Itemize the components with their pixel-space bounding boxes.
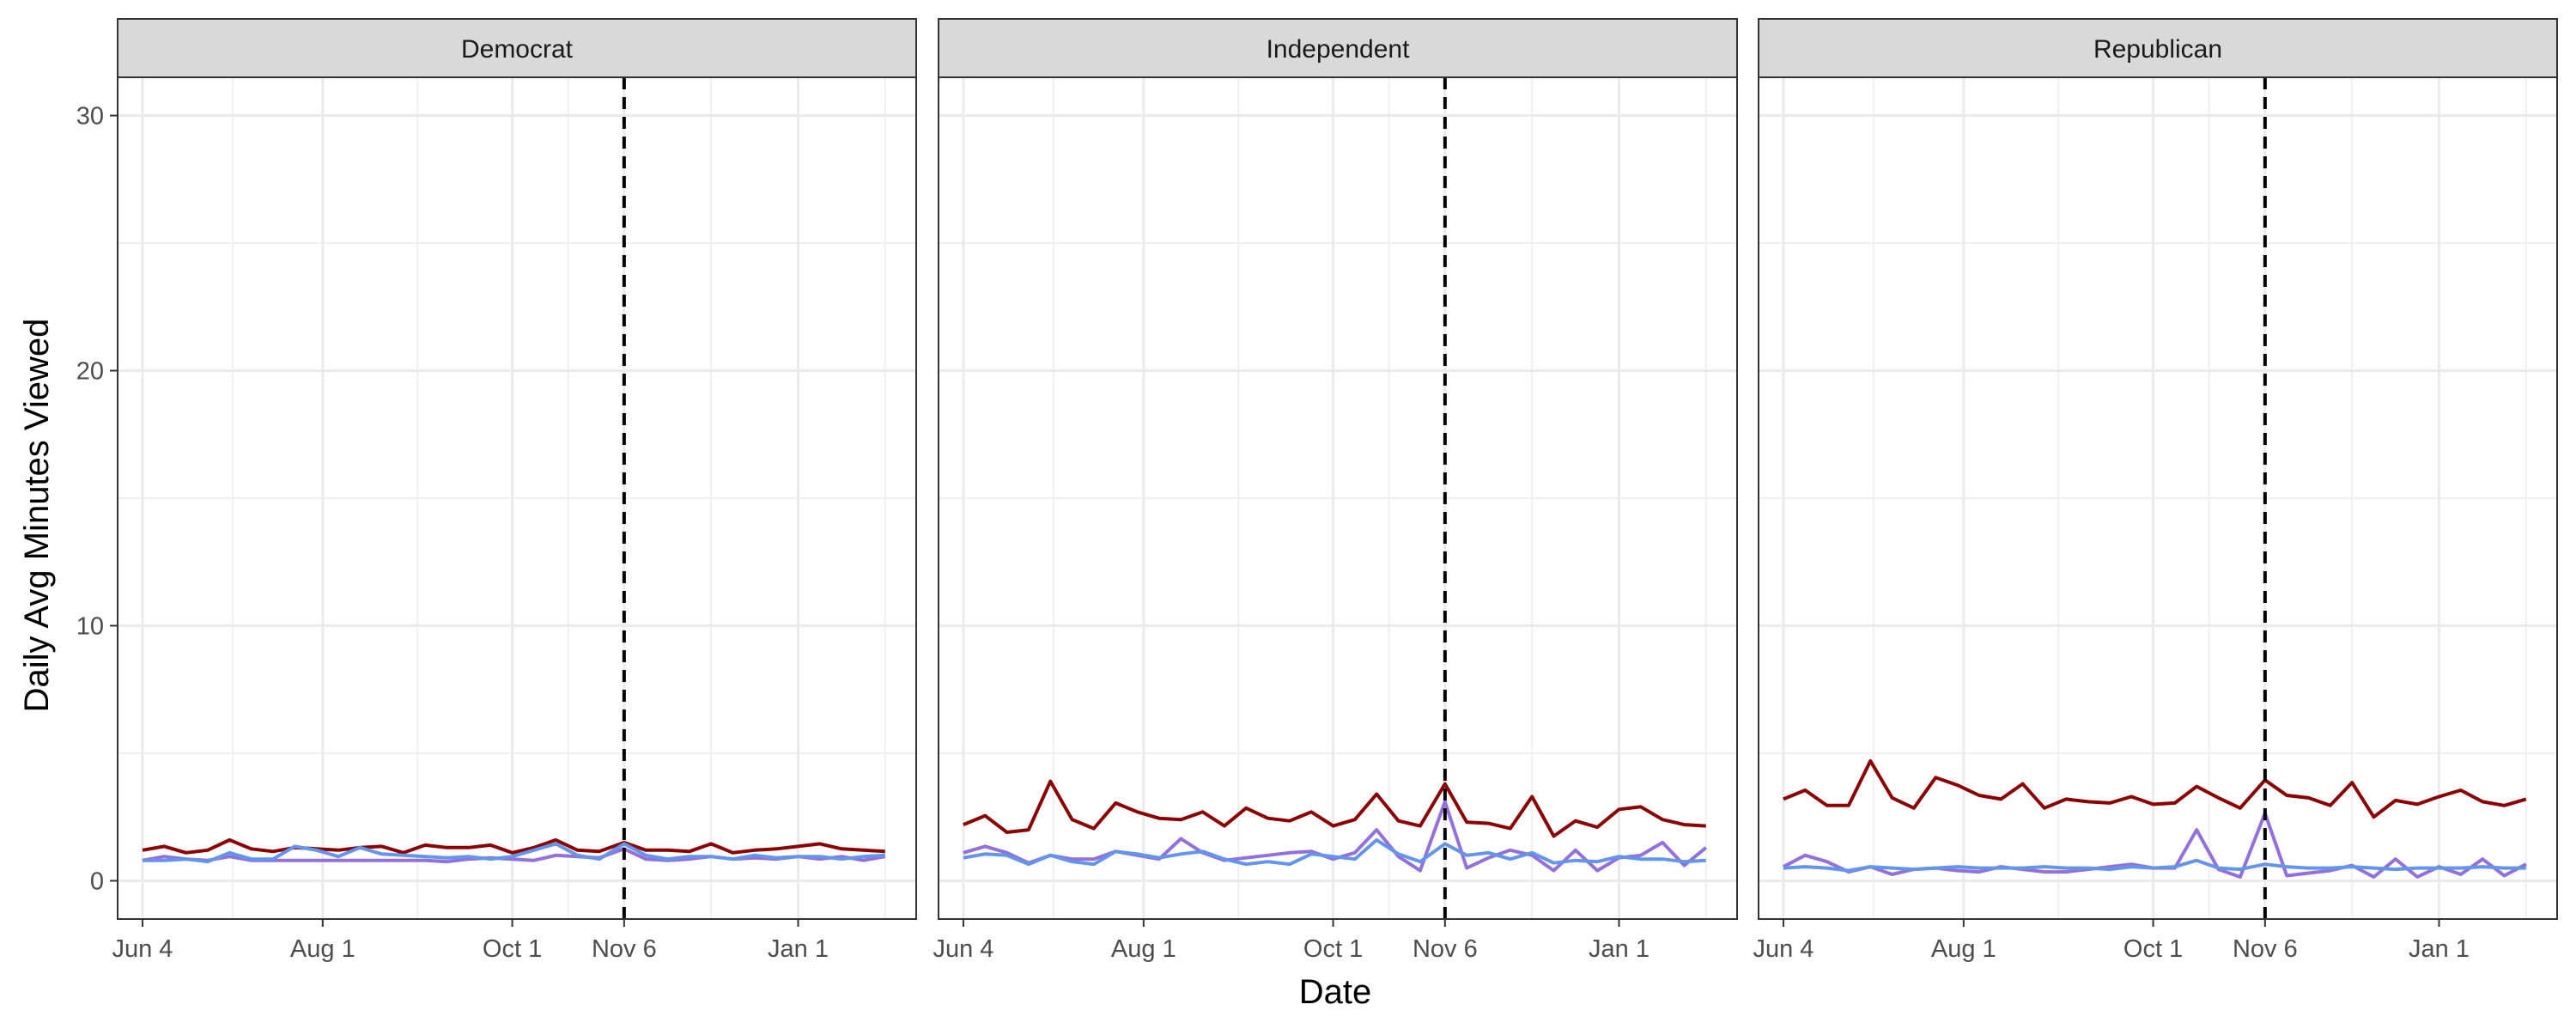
x-tick-label: Jun 4 <box>112 935 173 963</box>
facet-strip <box>1758 18 2558 78</box>
y-tick-label: 30 <box>76 103 104 131</box>
facet-strip-label: Independent <box>1267 35 1410 64</box>
y-tick-label: 10 <box>76 612 104 640</box>
series-line-0 <box>142 837 885 855</box>
x-tick-label: Nov 6 <box>1413 935 1478 963</box>
facet-strip <box>938 18 1738 78</box>
x-tick-label: Nov 6 <box>2233 935 2298 963</box>
series-line-2 <box>963 837 1706 867</box>
facet-strip-label: Democrat <box>461 35 574 64</box>
panel-border <box>117 76 917 920</box>
facet-strip-label: Republican <box>2093 35 2222 64</box>
facet-panel-1: Independent Jun 4 Aug 1 Oct 1 Nov 6 Jan 1 <box>933 18 1738 963</box>
facet-strip <box>117 18 917 78</box>
x-tick-label: Jan 1 <box>1589 935 1649 963</box>
x-tick-label: Jan 1 <box>768 935 829 963</box>
x-tick-label: Jun 4 <box>933 935 993 963</box>
facet-panel-0: Democrat Jun 4 Aug 1 Oct 1 Nov 6 Jan 1 0 10 20 30 <box>76 18 917 963</box>
x-tick-label: Nov 6 <box>592 935 657 963</box>
y-tick-label: 20 <box>76 358 104 386</box>
series-line-0 <box>1783 758 2527 819</box>
x-tick-label: Oct 1 <box>483 935 542 963</box>
x-tick-label: Oct 1 <box>1303 935 1363 963</box>
y-axis-title: Daily Avg Minutes Viewed <box>18 319 56 713</box>
panel-border <box>938 76 1738 920</box>
series-line-0 <box>963 779 1706 838</box>
series-line-1 <box>963 800 1708 873</box>
facet-panel-2: Republican Jun 4 Aug 1 Oct 1 Nov 6 Jan 1 <box>1753 18 2558 963</box>
panel-border <box>1758 76 2558 920</box>
series-line-2 <box>142 842 885 864</box>
x-tick-label: Aug 1 <box>1111 935 1176 963</box>
x-tick-label: Jun 4 <box>1753 935 1814 963</box>
x-axis-title: Date <box>1299 973 1372 1011</box>
x-tick-label: Oct 1 <box>2123 935 2183 963</box>
x-tick-label: Aug 1 <box>290 935 355 963</box>
series-line-2 <box>1783 858 2526 873</box>
x-tick-label: Aug 1 <box>1931 935 1996 963</box>
x-tick-label: Jan 1 <box>2409 935 2470 963</box>
y-tick-label: 0 <box>90 868 104 895</box>
panels-layer: Democrat Jun 4 Aug 1 Oct 1 Nov 6 Jan 1 0 10 20 30… <box>76 18 2558 963</box>
